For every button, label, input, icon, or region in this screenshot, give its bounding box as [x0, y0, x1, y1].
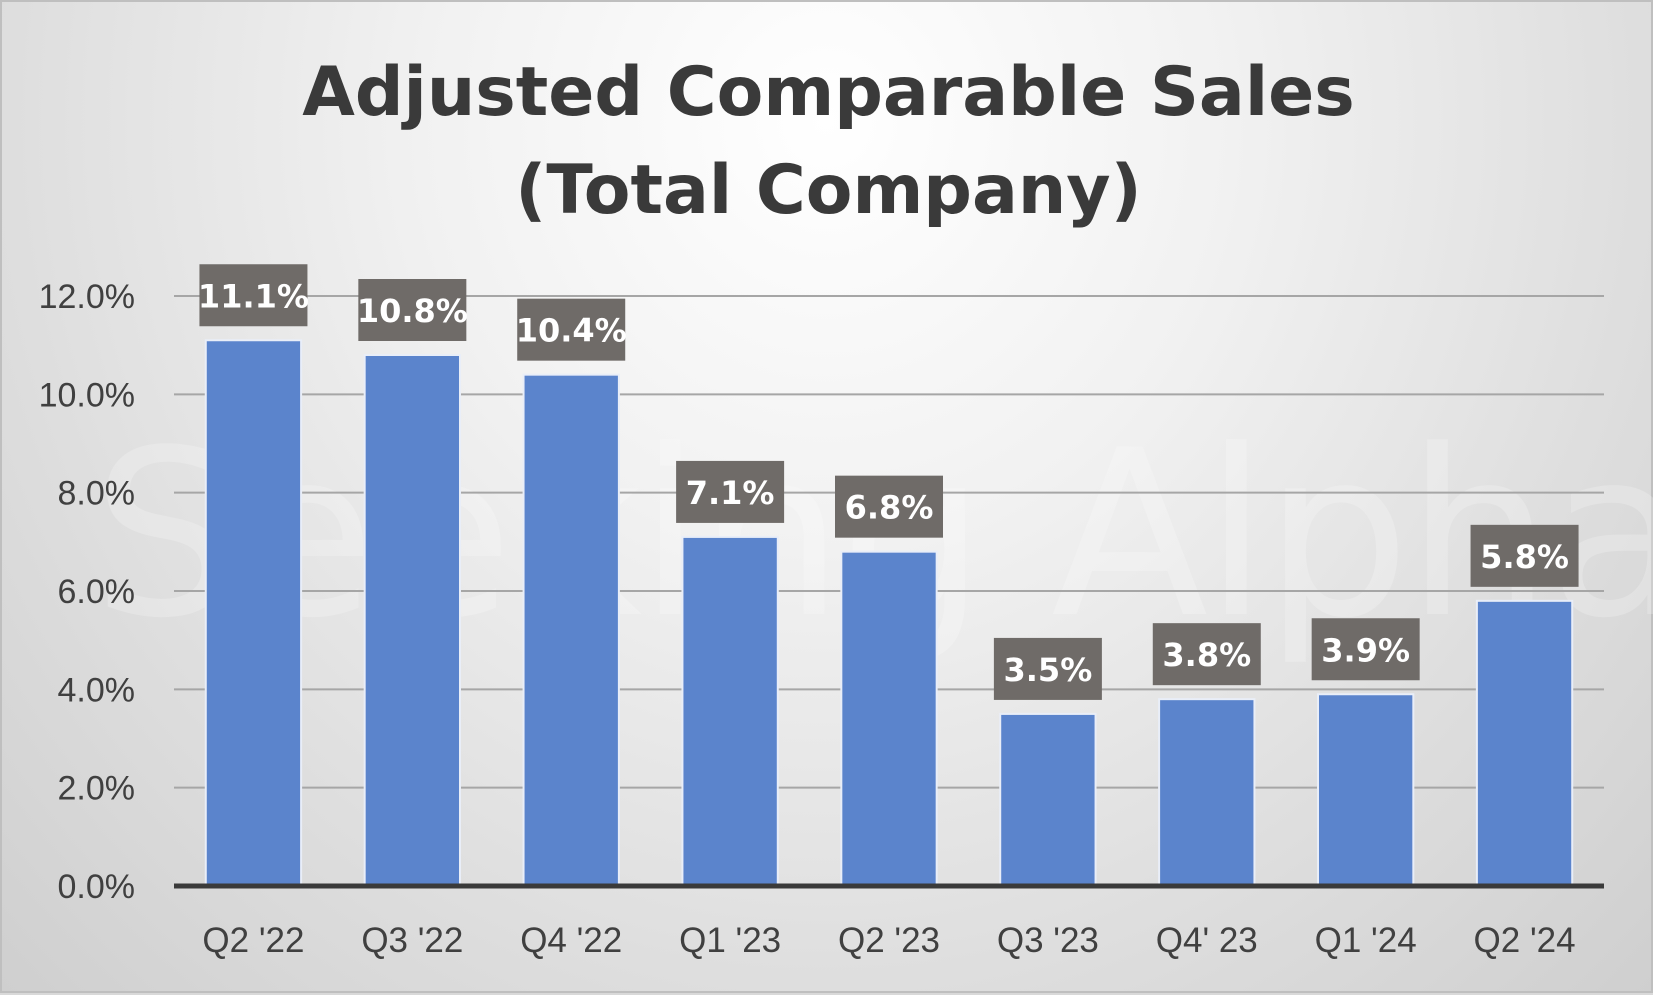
- data-label-box: [1470, 524, 1579, 587]
- data-label-box: [358, 279, 467, 341]
- y-tick-label: 8.0%: [58, 475, 136, 513]
- data-label-box: [1152, 623, 1261, 686]
- x-tick-label: Q4 '22: [520, 921, 622, 960]
- x-tick-label: Q1 '23: [679, 921, 781, 960]
- data-label: 3.5%: [1004, 651, 1093, 689]
- data-label: 10.4%: [516, 312, 627, 350]
- bar: [1317, 693, 1415, 887]
- x-tick-label: Q2 '24: [1474, 921, 1576, 960]
- data-label-box: [1311, 618, 1420, 681]
- bar: [363, 354, 461, 887]
- data-label: 3.9%: [1321, 631, 1410, 669]
- bar: [204, 339, 303, 887]
- y-tick-label: 4.0%: [58, 671, 136, 709]
- bar: [840, 550, 938, 888]
- y-tick-label: 6.0%: [58, 573, 136, 611]
- data-label-box: [835, 475, 943, 538]
- y-tick-label: 2.0%: [58, 770, 136, 808]
- bar: [522, 373, 620, 887]
- data-label: 6.8%: [845, 489, 934, 527]
- chart-title-line-1: Adjusted Comparable Sales: [302, 53, 1355, 132]
- data-label: 3.8%: [1162, 636, 1251, 674]
- x-tick-label: Q1 '24: [1315, 921, 1417, 960]
- data-label: 5.8%: [1480, 538, 1569, 576]
- data-label-box: [199, 264, 308, 327]
- x-tick-label: Q2 '23: [838, 921, 940, 960]
- y-tick-label: 12.0%: [39, 278, 135, 316]
- bar: [999, 712, 1097, 888]
- y-tick-label: 10.0%: [39, 376, 135, 414]
- x-tick-label: Q3 '23: [997, 921, 1099, 960]
- x-tick-label: Q2 '22: [202, 921, 304, 960]
- data-label: 11.1%: [198, 277, 309, 315]
- bar: [1475, 599, 1574, 887]
- y-tick-label: 0.0%: [58, 868, 136, 906]
- data-label: 7.1%: [686, 474, 775, 512]
- data-label-box: [993, 637, 1102, 700]
- data-label-box: [676, 460, 785, 523]
- chart-title-line-2: (Total Company): [515, 151, 1142, 230]
- x-tick-label: Q3 '22: [361, 921, 463, 960]
- data-label: 10.8%: [357, 292, 468, 330]
- x-tick-label: Q4' 23: [1156, 921, 1258, 960]
- bar: [1158, 698, 1256, 888]
- bar: [681, 535, 779, 888]
- data-label-box: [517, 298, 626, 361]
